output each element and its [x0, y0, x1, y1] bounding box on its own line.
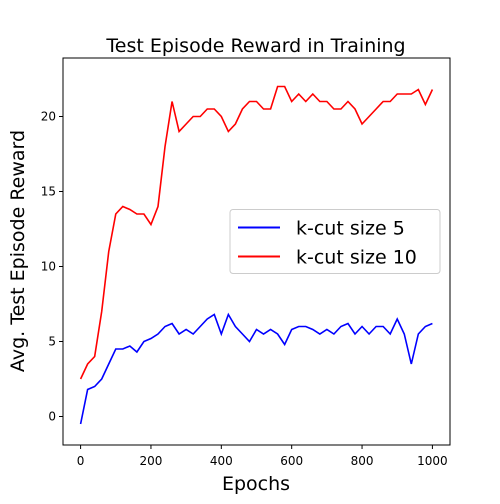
y-tick-label: 10 — [41, 260, 56, 274]
legend-label: k-cut size 5 — [296, 218, 405, 240]
plot-frame — [62, 57, 451, 446]
y-tick-label: 0 — [48, 410, 56, 424]
x-axis-label: Epochs — [222, 473, 290, 495]
legend-label: k-cut size 10 — [296, 247, 417, 269]
chart-title: Test Episode Reward in Training — [105, 35, 405, 57]
x-tick-label: 600 — [280, 454, 303, 468]
x-tick-label: 800 — [351, 454, 374, 468]
y-tick-label: 15 — [41, 185, 56, 199]
x-tick-label: 200 — [140, 454, 163, 468]
y-tick-label: 20 — [41, 110, 56, 124]
series-line — [79, 312, 433, 425]
x-tick-label: 400 — [210, 454, 233, 468]
legend-box — [229, 209, 441, 274]
x-tick-label: 0 — [77, 454, 85, 468]
legend: k-cut size 5 k-cut size 10 — [229, 209, 441, 274]
y-axis-label: Avg. Test Episode Reward — [7, 130, 29, 372]
series-line — [79, 85, 434, 380]
y-tick-label: 5 — [48, 335, 56, 349]
x-tick-label: 1000 — [417, 454, 448, 468]
